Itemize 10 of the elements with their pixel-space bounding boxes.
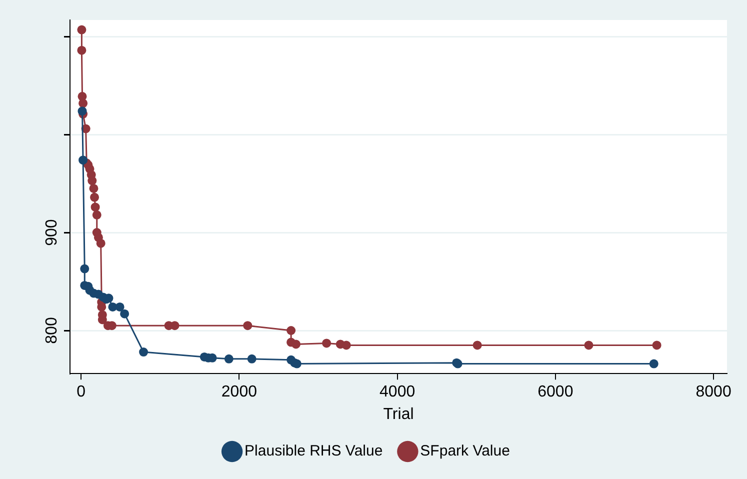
- legend-label: Plausible RHS Value: [244, 442, 383, 460]
- x-tick-label: 0: [76, 384, 86, 401]
- y-tick-label: 900: [43, 219, 60, 246]
- y-tick-label: 800: [43, 317, 60, 344]
- x-tick-label: 8000: [696, 384, 732, 401]
- x-tick-label: 6000: [538, 384, 574, 401]
- legend-label: SFpark Value: [420, 442, 510, 460]
- x-axis-title: Trial: [383, 406, 414, 423]
- x-tick-label: 2000: [221, 384, 258, 401]
- x-tick-label: 4000: [380, 384, 416, 401]
